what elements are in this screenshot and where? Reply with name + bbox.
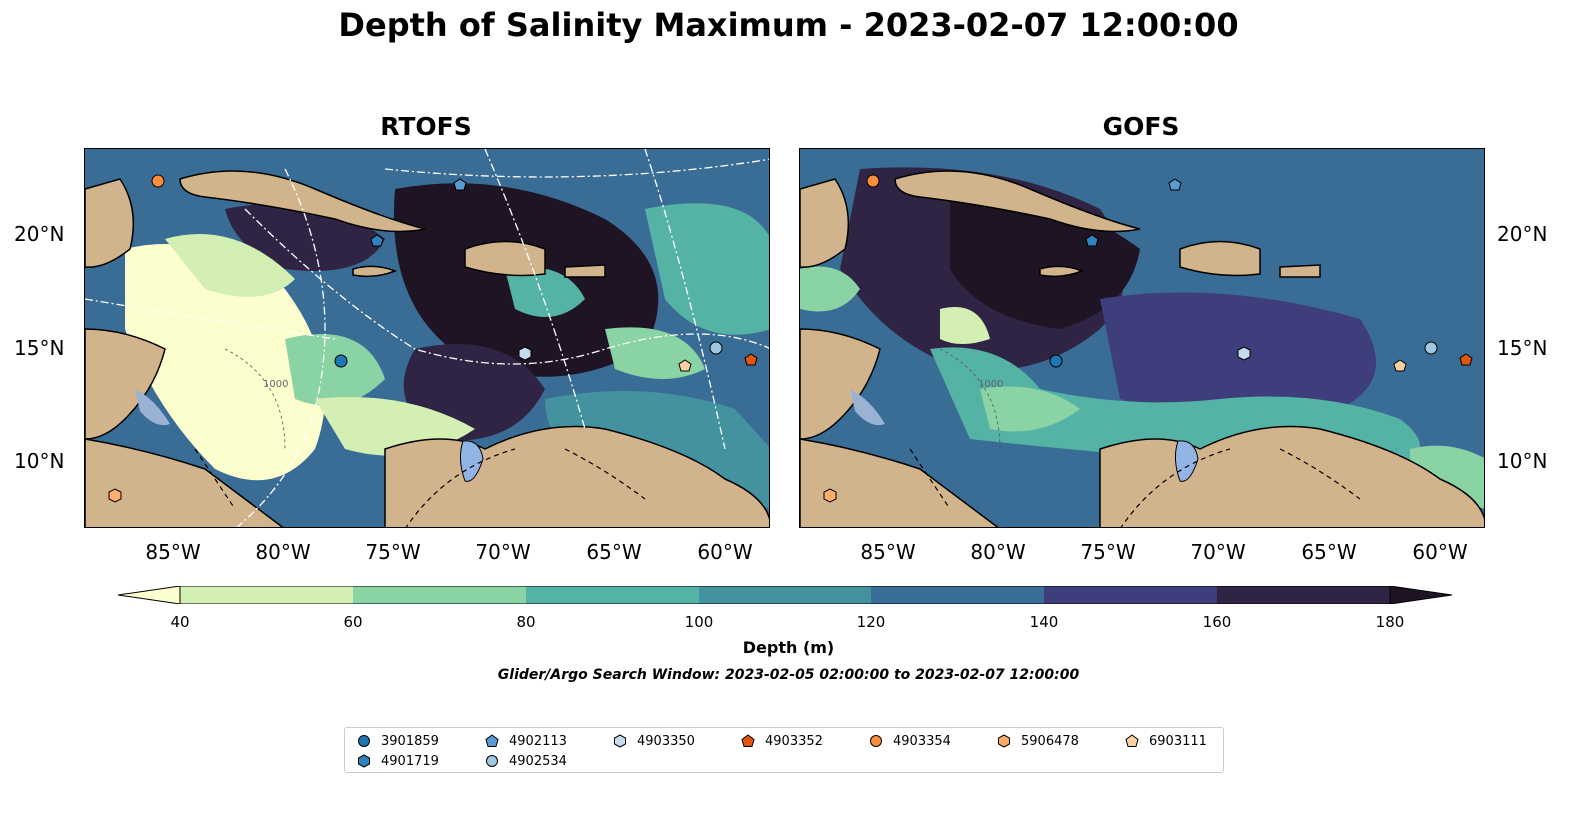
colorbar-tick: 80 bbox=[516, 613, 536, 631]
colorbar-tick: 100 bbox=[684, 613, 714, 631]
pentagon-marker-icon bbox=[741, 734, 755, 747]
legend-label: 4903350 bbox=[637, 733, 695, 749]
contour-label: 1000 bbox=[263, 379, 288, 390]
colorbar-bin bbox=[871, 586, 1044, 604]
lat-label-left-20n: 20°N bbox=[14, 222, 65, 246]
lon-label-gofs-75w: 75°W bbox=[1080, 540, 1136, 564]
lon-label-rtofs-80w: 80°W bbox=[255, 540, 311, 564]
colorbar-bin bbox=[1044, 586, 1217, 604]
colorbar-tick: 40 bbox=[170, 613, 190, 631]
legend-item: 6903111 bbox=[1125, 732, 1207, 750]
panel-title-gofs: GOFS bbox=[1102, 112, 1180, 141]
colorbar-tick: 60 bbox=[343, 613, 363, 631]
colorbar-tick: 180 bbox=[1375, 613, 1405, 631]
legend-item: 4901719 bbox=[357, 752, 439, 770]
legend-item: 4903350 bbox=[613, 732, 695, 750]
colorbar-bin bbox=[699, 586, 871, 604]
colorbar-tick: 160 bbox=[1202, 613, 1232, 631]
lon-label-gofs-60w: 60°W bbox=[1412, 540, 1468, 564]
circle-marker-icon bbox=[870, 735, 882, 747]
lat-label-left-15n: 15°N bbox=[14, 336, 65, 360]
colorbar-bin bbox=[180, 586, 353, 604]
colorbar-bin bbox=[1217, 586, 1390, 604]
circle-marker-icon bbox=[358, 735, 370, 747]
lon-label-rtofs-60w: 60°W bbox=[697, 540, 753, 564]
colorbar-label: Depth (m) bbox=[742, 638, 835, 657]
legend-item: 4903354 bbox=[869, 732, 951, 750]
pentagon-marker-icon bbox=[485, 734, 499, 747]
circle-marker-icon bbox=[486, 755, 498, 767]
colorbar-tick: 120 bbox=[856, 613, 886, 631]
hexagon-marker-icon bbox=[998, 734, 1010, 748]
panel-title-rtofs: RTOFS bbox=[380, 112, 472, 141]
colorbar-extend-high bbox=[1389, 585, 1453, 605]
lon-label-rtofs-85w: 85°W bbox=[145, 540, 201, 564]
lon-label-gofs-70w: 70°W bbox=[1190, 540, 1246, 564]
contour-label: 1000 bbox=[978, 379, 1003, 390]
legend-label: 4901719 bbox=[381, 753, 439, 769]
colorbar-bin bbox=[526, 586, 699, 604]
pentagon-marker-icon bbox=[1125, 734, 1139, 747]
legend-label: 3901859 bbox=[381, 733, 439, 749]
hexagon-marker-icon bbox=[614, 734, 626, 748]
figure-title: Depth of Salinity Maximum - 2023-02-07 1… bbox=[338, 6, 1239, 44]
legend-label: 4902113 bbox=[509, 733, 567, 749]
depth-colorbar bbox=[117, 585, 1453, 605]
legend-item: 3901859 bbox=[357, 732, 439, 750]
legend-item: 4902534 bbox=[485, 752, 567, 770]
legend-label: 5906478 bbox=[1021, 733, 1079, 749]
lon-label-rtofs-70w: 70°W bbox=[475, 540, 531, 564]
search-window-caption: Glider/Argo Search Window: 2023-02-05 02… bbox=[497, 667, 1080, 683]
lon-label-gofs-85w: 85°W bbox=[860, 540, 916, 564]
legend-label: 4903352 bbox=[765, 733, 823, 749]
lon-label-gofs-65w: 65°W bbox=[1301, 540, 1357, 564]
lon-label-rtofs-65w: 65°W bbox=[586, 540, 642, 564]
legend-item: 4902113 bbox=[485, 732, 567, 750]
rtofs-map: 1000 bbox=[84, 148, 770, 528]
colorbar-bin bbox=[353, 586, 526, 604]
legend-item: 5906478 bbox=[997, 732, 1079, 750]
float-legend: 3901859 4902113 4903350 4903352 4903354 … bbox=[344, 727, 1224, 773]
colorbar-extend-low bbox=[117, 585, 181, 605]
lat-label-right-15n: 15°N bbox=[1497, 336, 1548, 360]
lat-label-left-10n: 10°N bbox=[14, 449, 65, 473]
legend-label: 4903354 bbox=[893, 733, 951, 749]
gofs-map: 1000 bbox=[799, 148, 1485, 528]
legend-label: 6903111 bbox=[1149, 733, 1207, 749]
legend-label: 4902534 bbox=[509, 753, 567, 769]
lat-label-right-10n: 10°N bbox=[1497, 449, 1548, 473]
legend-item: 4903352 bbox=[741, 732, 823, 750]
hexagon-marker-icon bbox=[358, 754, 370, 768]
colorbar-tick: 140 bbox=[1029, 613, 1059, 631]
lon-label-gofs-80w: 80°W bbox=[970, 540, 1026, 564]
lat-label-right-20n: 20°N bbox=[1497, 222, 1548, 246]
lon-label-rtofs-75w: 75°W bbox=[365, 540, 421, 564]
